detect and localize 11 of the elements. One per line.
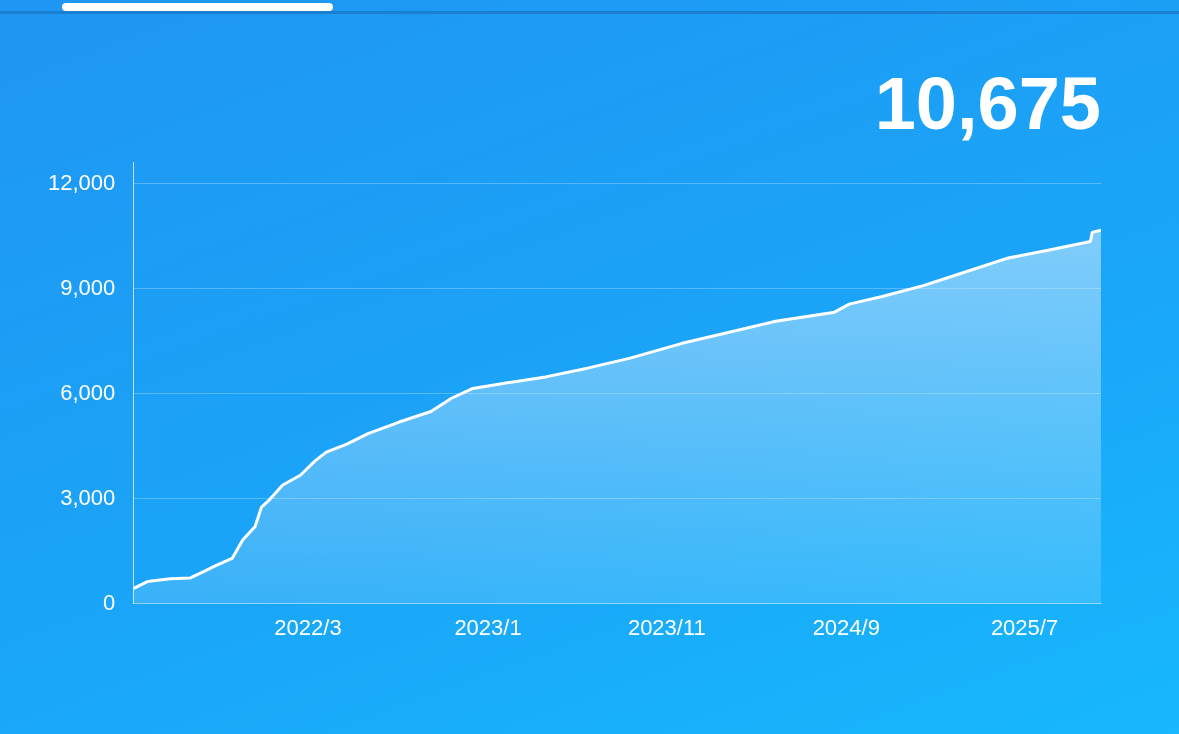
x-tick-label: 2024/9 xyxy=(812,614,880,640)
x-tick-label: 2023/11 xyxy=(627,614,706,640)
x-tick-label: 2022/3 xyxy=(274,614,342,640)
y-tick-label: 3,000 xyxy=(60,484,116,510)
x-tick-label: 2025/7 xyxy=(990,614,1059,640)
y-tick-label: 12,000 xyxy=(47,169,116,195)
y-tick-label: 6,000 xyxy=(60,379,116,405)
x-tick-label: 2023/1 xyxy=(454,614,522,640)
y-tick-label: 0 xyxy=(103,589,116,615)
y-tick-label: 9,000 xyxy=(60,274,116,300)
chart-title: 10,675 xyxy=(874,61,1101,145)
